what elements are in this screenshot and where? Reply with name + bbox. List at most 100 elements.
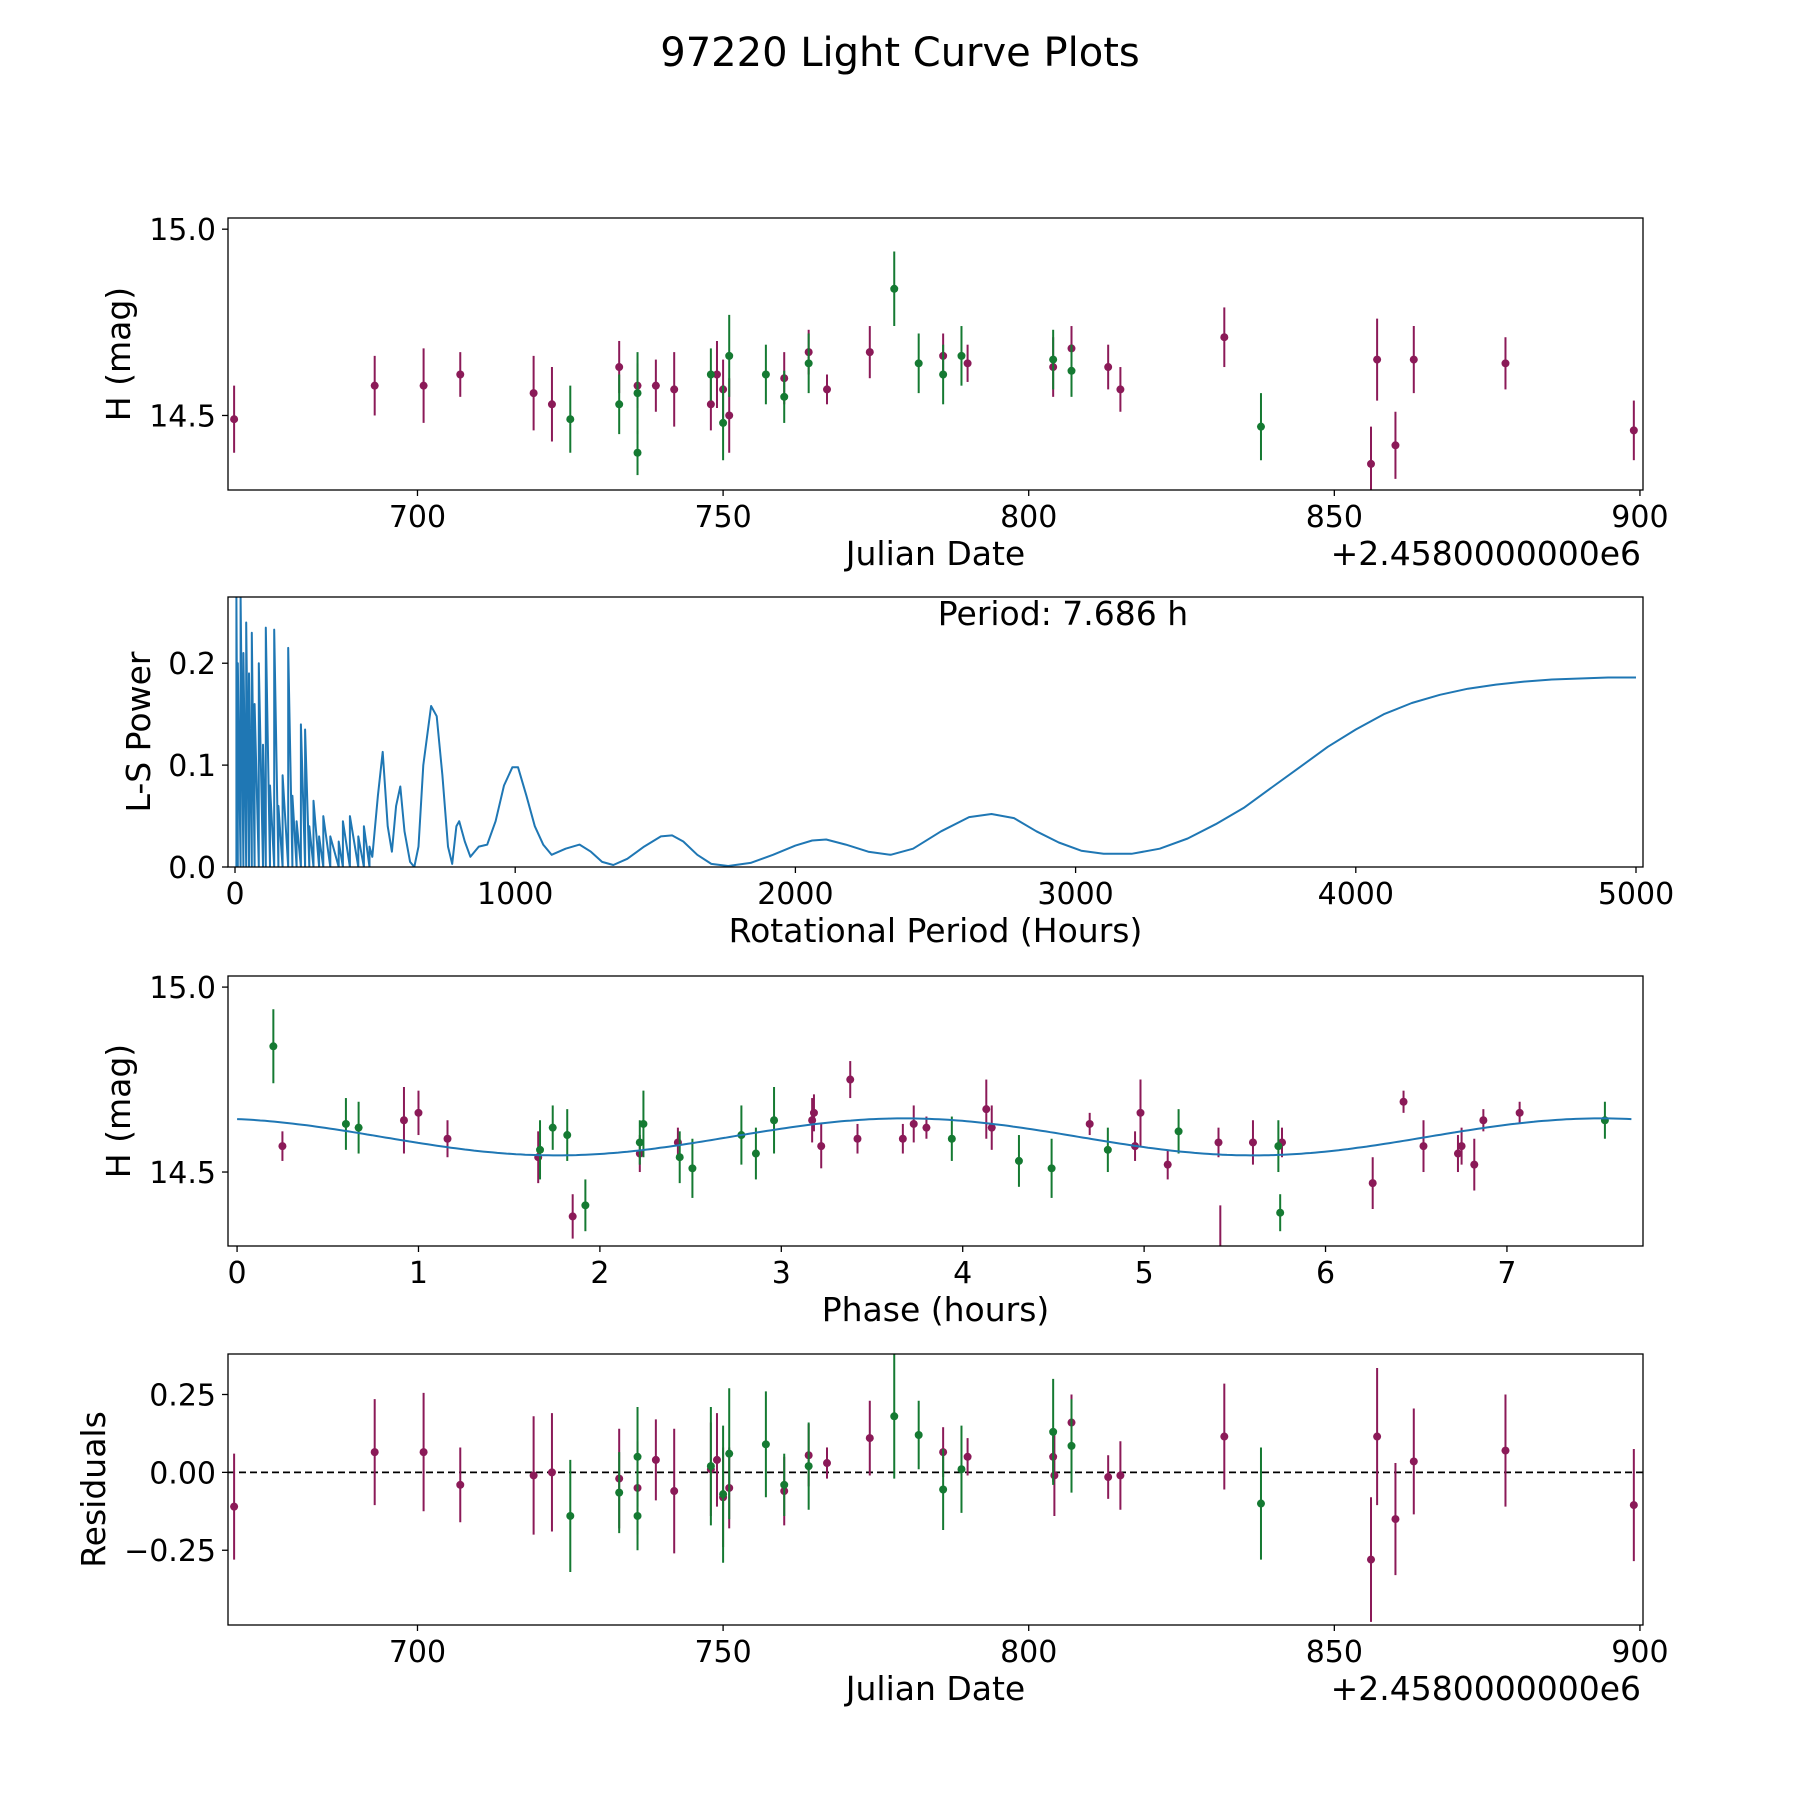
lightcurve-band_a-point — [1373, 355, 1382, 364]
phased-band_b-point — [1174, 1127, 1183, 1136]
phased-band_a-point — [987, 1123, 996, 1132]
phased-band_a-point — [443, 1134, 452, 1143]
residuals-ylabel: Residuals — [74, 1411, 113, 1568]
lightcurve-ylabel: H (mag) — [99, 287, 138, 421]
phased-band_a-point — [1248, 1138, 1257, 1147]
residuals-band_a-point — [651, 1455, 660, 1464]
lightcurve-band_b-point — [633, 448, 642, 457]
lightcurve-band_b-point — [914, 359, 923, 368]
residuals-band_a-point — [712, 1455, 721, 1464]
periodogram-xtick-label: 1000 — [477, 877, 553, 912]
phased-xtick-label: 3 — [772, 1256, 791, 1291]
phased-band_a-point — [1085, 1119, 1094, 1128]
lightcurve-band_b-point — [939, 370, 948, 379]
residuals-band_a-point — [963, 1452, 972, 1461]
periodogram-power-line — [235, 597, 1636, 867]
lightcurve-band_a-point — [865, 348, 874, 357]
residuals-xlabel: Julian Date — [844, 1669, 1026, 1708]
lightcurve-xtick-label: 700 — [389, 500, 446, 535]
lightcurve-band_a-point — [456, 370, 465, 379]
phased-band_b-point — [548, 1123, 557, 1132]
phased-band_b-point — [1014, 1156, 1023, 1165]
residuals-band_b-point — [939, 1485, 948, 1494]
residuals-band_b-point — [1049, 1427, 1058, 1436]
periodogram-frame — [227, 596, 1644, 868]
phased-band_a-point — [922, 1123, 931, 1132]
periodogram-xtick-label: 2000 — [757, 877, 833, 912]
residuals-xtick-label: 850 — [1306, 1635, 1363, 1670]
lightcurve-offset-text: +2.4580000000e6 — [1331, 534, 1641, 573]
phased-band_b-point — [688, 1164, 697, 1173]
phased-xtick-label: 7 — [1497, 1256, 1516, 1291]
periodogram-xtick-label: 3000 — [1037, 877, 1113, 912]
residuals-band_b-point — [804, 1462, 813, 1471]
lightcurve-xlabel: Julian Date — [844, 534, 1026, 573]
phased-band_b-point — [751, 1149, 760, 1158]
phased-band_b-point — [947, 1134, 956, 1143]
lightcurve-band_a-point — [1501, 359, 1510, 368]
phased-band_a-point — [1136, 1108, 1145, 1117]
residuals-band_a-point — [823, 1459, 832, 1468]
phased-band_a-point — [568, 1212, 577, 1221]
phased-xtick-label: 6 — [1316, 1256, 1335, 1291]
phased-band_b-point — [354, 1123, 363, 1132]
periodogram-xtick-label: 5000 — [1598, 877, 1674, 912]
phased-band_a-point — [414, 1108, 423, 1117]
residuals-xtick-label: 900 — [1611, 1635, 1668, 1670]
residuals-band_a-point — [1050, 1471, 1059, 1480]
lightcurve-axes: 700 750 800 850 900 15.0 14.5 Julian Date H (mag… — [99, 213, 1669, 573]
residuals-band_a-point — [1501, 1446, 1510, 1455]
residuals-band_a-point — [529, 1471, 538, 1480]
lightcurve-band_a-point — [419, 381, 428, 390]
residuals-ytick-label: −0.25 — [124, 1534, 216, 1569]
phased-band_a-point — [1479, 1116, 1488, 1125]
residuals-band_b-point — [633, 1511, 642, 1520]
phased-xtick-label: 1 — [409, 1256, 428, 1291]
lightcurve-band_b-point — [566, 415, 575, 424]
phased-band_a-point — [1419, 1142, 1428, 1151]
phased-band_a-point — [1453, 1149, 1462, 1158]
lightcurve-band_a-point — [370, 381, 379, 390]
residuals-band_a-point — [1220, 1432, 1229, 1441]
phased-band_b-point — [1103, 1145, 1112, 1154]
phased-ylabel: H (mag) — [99, 1044, 138, 1178]
residuals-band_b-point — [890, 1412, 899, 1421]
residuals-band_a-point — [1373, 1432, 1382, 1441]
phased-band_b-point — [635, 1138, 644, 1147]
lightcurve-band_b-point — [1049, 355, 1058, 364]
phased-xtick-label: 4 — [953, 1256, 972, 1291]
residuals-band_a-point — [456, 1480, 465, 1489]
lightcurve-band_a-point — [1629, 426, 1638, 435]
phased-band_a-point — [853, 1134, 862, 1143]
periodogram-ytick-label: 0.1 — [168, 749, 216, 784]
periodogram-xtick-label: 0 — [225, 877, 244, 912]
phased-band_a-point — [278, 1142, 287, 1151]
phased-axes: 0 1 2 3 4 5 6 7 15.0 14.5 Phase (hours) H (mag) — [99, 971, 1644, 1329]
lightcurve-band_b-point — [957, 351, 966, 360]
residuals-band_b-point — [706, 1462, 715, 1471]
phased-band_a-point — [1163, 1160, 1172, 1169]
lightcurve-band_a-point — [615, 363, 624, 372]
lightcurve-band_a-point — [1409, 355, 1418, 364]
lightcurve-band_a-point — [230, 415, 239, 424]
phased-band_a-point — [1399, 1097, 1408, 1106]
lightcurve-band_b-point — [633, 389, 642, 398]
lightcurve-band_a-point — [706, 400, 715, 409]
residuals-band_b-point — [761, 1440, 770, 1449]
residuals-xtick-label: 700 — [389, 1635, 446, 1670]
lightcurve-plot-area — [230, 251, 1638, 490]
residuals-band_b-point — [1256, 1499, 1265, 1508]
lightcurve-band_b-point — [706, 370, 715, 379]
phased-band_b-point — [1274, 1142, 1283, 1151]
phased-band_b-point — [341, 1119, 350, 1128]
phased-band_b-point — [563, 1131, 572, 1140]
periodogram-period-annotation: Period: 7.686 h — [938, 594, 1188, 633]
lightcurve-xtick-label: 850 — [1306, 500, 1363, 535]
residuals-band_b-point — [566, 1511, 575, 1520]
residuals-xtick-label: 750 — [694, 1635, 751, 1670]
periodogram-xtick-label: 4000 — [1318, 877, 1394, 912]
phased-band_a-point — [399, 1116, 408, 1125]
lightcurve-band_b-point — [719, 418, 728, 427]
